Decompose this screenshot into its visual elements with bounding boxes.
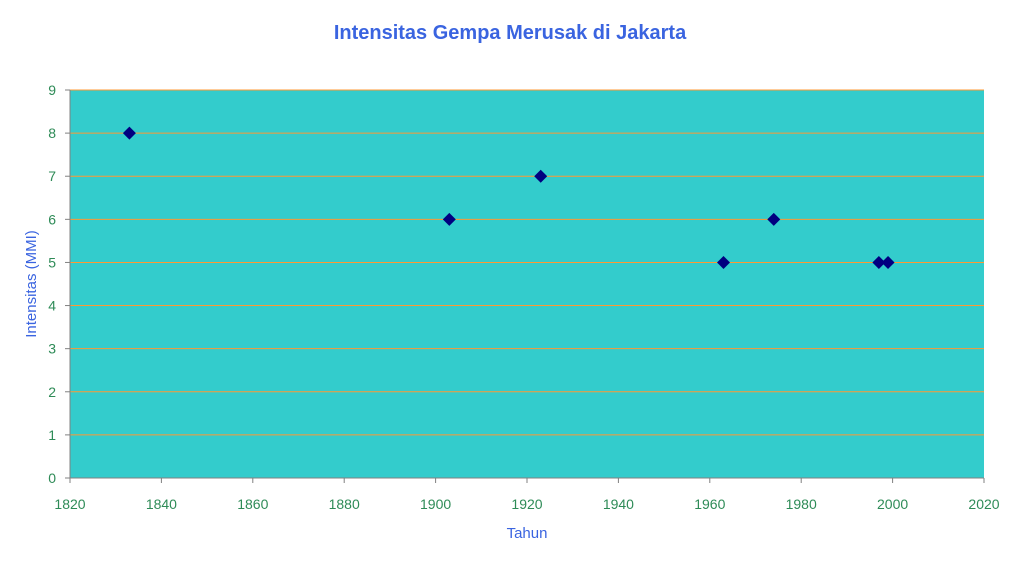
x-tick-label-1880: 1880 bbox=[329, 496, 360, 512]
plot-area bbox=[70, 90, 984, 478]
gridlines bbox=[70, 89, 984, 436]
y-tick-label-2: 2 bbox=[48, 384, 56, 400]
y-tick-label-4: 4 bbox=[48, 298, 56, 314]
chart-title: Intensitas Gempa Merusak di Jakarta bbox=[333, 22, 687, 44]
y-tick-label-8: 8 bbox=[48, 125, 56, 141]
y-tick-label-9: 9 bbox=[48, 82, 56, 98]
x-tick-label-1860: 1860 bbox=[237, 496, 268, 512]
data-point-0-0 bbox=[122, 126, 136, 140]
y-tick-label-3: 3 bbox=[48, 341, 56, 357]
x-tick-label-1960: 1960 bbox=[694, 496, 725, 512]
x-tick-label-1840: 1840 bbox=[146, 496, 177, 512]
data-point-0-1 bbox=[442, 212, 456, 226]
y-tick-label-0: 0 bbox=[48, 470, 56, 486]
data-point-0-2 bbox=[534, 169, 548, 183]
y-tick-label-5: 5 bbox=[48, 254, 56, 270]
data-point-0-5 bbox=[872, 255, 886, 269]
y-tick-label-6: 6 bbox=[48, 211, 56, 227]
x-tick-label-2020: 2020 bbox=[968, 496, 999, 512]
y-axis-ticks: 0 1 2 3 4 5 6 7 8 9 bbox=[48, 82, 70, 486]
x-tick-label-1980: 1980 bbox=[786, 496, 817, 512]
data-point-0-6 bbox=[881, 255, 895, 269]
data-point-0-4 bbox=[767, 212, 781, 226]
x-tick-label-1920: 1920 bbox=[511, 496, 542, 512]
x-tick-label-1940: 1940 bbox=[603, 496, 634, 512]
data-points bbox=[122, 126, 895, 269]
y-tick-label-7: 7 bbox=[48, 168, 56, 184]
x-axis-title: Tahun bbox=[507, 525, 548, 542]
x-axis-ticks: 1820 1840 1860 1880 1900 1920 1940 1960 1980 2000… bbox=[54, 478, 1000, 512]
y-axis-title: Intensitas (MMI) bbox=[23, 230, 40, 338]
data-point-0-3 bbox=[717, 255, 731, 269]
x-tick-label-2000: 2000 bbox=[877, 496, 908, 512]
y-tick-label-1: 1 bbox=[48, 427, 56, 443]
x-tick-label-1820: 1820 bbox=[54, 496, 85, 512]
x-tick-label-1900: 1900 bbox=[420, 496, 451, 512]
